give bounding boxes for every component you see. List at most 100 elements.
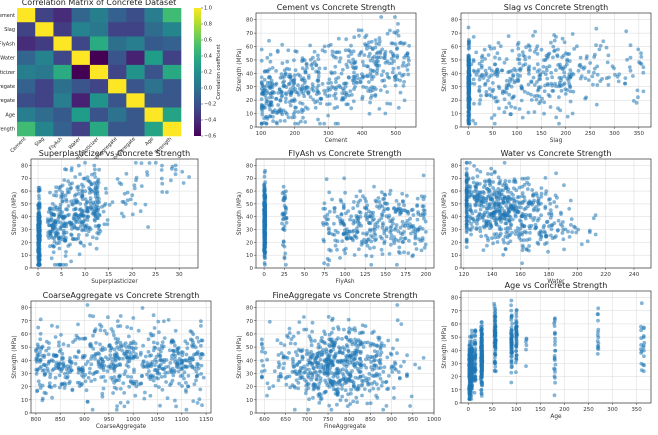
data-point (378, 234, 383, 239)
data-point (184, 352, 189, 357)
data-point (475, 215, 480, 219)
data-point (288, 341, 293, 346)
data-point (544, 189, 549, 194)
data-point (276, 360, 281, 365)
y-axis-label: Strength (MPa) (442, 192, 448, 235)
data-point (85, 303, 90, 307)
data-point (497, 56, 502, 61)
data-point (335, 375, 340, 380)
data-point (99, 366, 104, 370)
data-point (472, 197, 477, 201)
y-tick-label: 70 (246, 319, 253, 325)
data-point (323, 92, 327, 96)
data-point (379, 190, 384, 195)
data-point (379, 247, 384, 252)
data-point (486, 190, 491, 195)
data-point (286, 82, 291, 87)
data-point (276, 353, 281, 357)
data-point (68, 379, 72, 384)
data-point (508, 76, 512, 81)
data-point (411, 229, 416, 234)
data-point (262, 230, 267, 235)
data-point (374, 59, 379, 64)
data-point (494, 209, 498, 214)
y-axis-label: Strength (MPa) (237, 48, 243, 91)
data-point (45, 366, 50, 371)
data-point (198, 356, 203, 360)
data-point (402, 359, 406, 364)
data-point (52, 383, 57, 388)
data-point (349, 391, 353, 396)
data-point (367, 220, 371, 225)
data-point (365, 217, 369, 222)
heatmap-cell (35, 8, 54, 23)
data-point (58, 207, 62, 212)
data-point (371, 386, 376, 391)
data-point (326, 81, 331, 85)
data-point (100, 391, 105, 396)
scatter-title: CoarseAggregate vs Concrete Strength (43, 291, 200, 300)
data-point (294, 49, 299, 54)
data-point (537, 77, 541, 82)
data-point (491, 186, 496, 190)
data-point (61, 215, 65, 220)
data-point (130, 212, 135, 217)
data-point (405, 223, 410, 228)
heatmap-cell (108, 93, 127, 108)
data-point (120, 199, 125, 204)
data-point (598, 43, 603, 48)
data-point (380, 252, 385, 256)
y-tick-label: 20 (246, 240, 253, 246)
data-point (313, 105, 318, 110)
data-point (551, 55, 555, 60)
data-point (332, 106, 337, 110)
data-point (173, 398, 177, 403)
data-point (528, 48, 532, 52)
data-point (574, 230, 579, 235)
data-point (320, 339, 325, 344)
data-point (333, 228, 338, 233)
data-point (549, 227, 554, 232)
data-point (337, 83, 341, 88)
data-point (300, 354, 305, 359)
y-tick-label: 10 (246, 398, 253, 404)
heatmap-cell (17, 93, 36, 108)
heatmap-cell (126, 79, 145, 94)
data-point (541, 225, 546, 230)
data-point (358, 80, 363, 85)
data-point (70, 368, 74, 373)
data-point (483, 73, 488, 78)
data-point (526, 82, 531, 87)
data-point (314, 63, 319, 67)
data-point (343, 190, 347, 195)
data-point (364, 365, 369, 370)
data-point (300, 110, 304, 114)
data-point (262, 116, 266, 121)
data-point (575, 44, 579, 49)
data-point (598, 79, 603, 83)
heatmap-cell (144, 121, 164, 137)
data-point (340, 371, 345, 376)
heatmap-cell (144, 64, 164, 80)
data-point (499, 192, 504, 197)
data-point (313, 100, 317, 105)
data-point (259, 75, 264, 80)
data-point (493, 189, 497, 193)
data-point (269, 84, 273, 89)
data-point (489, 172, 494, 177)
data-point (55, 325, 60, 329)
data-point (639, 51, 643, 56)
data-point (126, 364, 131, 369)
data-point (405, 193, 409, 198)
data-point (50, 395, 54, 400)
data-point (97, 167, 101, 172)
data-point (641, 89, 646, 94)
data-point (366, 340, 370, 345)
data-point (329, 248, 333, 253)
data-point (52, 262, 57, 267)
data-point (302, 94, 307, 99)
data-point (198, 387, 203, 392)
data-point (353, 361, 357, 366)
data-point (357, 53, 362, 58)
data-point (131, 349, 136, 354)
